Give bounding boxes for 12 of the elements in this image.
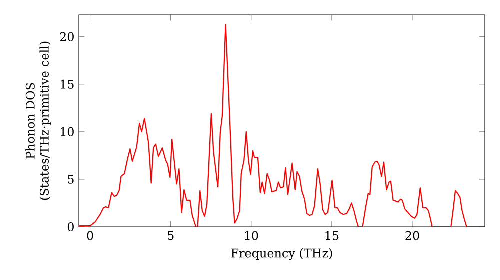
x-tick-label: 20	[406, 231, 420, 240]
x-tick-label: 10	[245, 231, 258, 240]
x-tick-label: 0	[87, 231, 94, 240]
y-tick-label: 15	[60, 80, 74, 89]
y-axis-title: Phonon DOS (States/THz·primitive cell)	[26, 42, 52, 200]
y-tick-label: 0	[68, 222, 74, 232]
x-tick-label: 15	[326, 231, 339, 240]
y-tick-label: 20	[60, 32, 74, 42]
x-axis-title: Frequency (THz)	[231, 248, 332, 260]
y-tick-label: 10	[60, 127, 74, 136]
x-tick-label: 5	[168, 231, 174, 240]
y-tick-label: 5	[68, 175, 74, 184]
